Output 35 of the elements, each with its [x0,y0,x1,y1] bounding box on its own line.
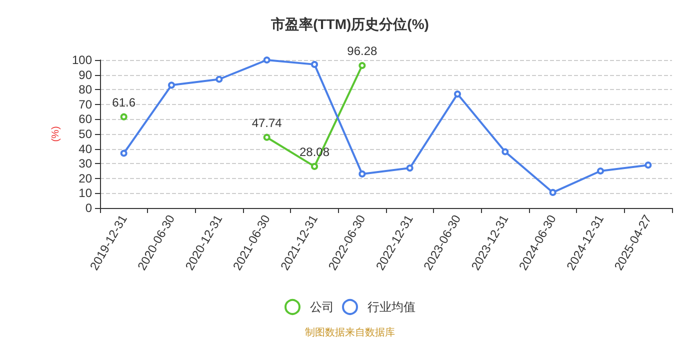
y-tick-label: 10 [78,186,92,200]
y-tick-label: 70 [78,97,92,112]
point [358,170,366,178]
y-tick-label: 0 [85,201,92,215]
point [644,162,652,169]
point [502,148,509,156]
point [216,76,223,83]
y-tick-label: 80 [78,82,92,97]
chart-title: 市盈率(TTM)历史分位(%) [270,16,429,32]
point [454,90,461,98]
y-tick-label: 100 [72,53,92,67]
point [263,134,270,141]
point [120,150,128,157]
legend-label: 行业均值 [368,300,416,314]
text: 制图数据来自数据库 [305,326,395,338]
y-tick-label: 30 [78,156,92,171]
point [406,164,414,172]
y-tick-label: 90 [78,68,92,82]
point [168,82,175,89]
data-label: 61.6 [112,95,136,110]
y-tick-label: 40 [78,142,92,156]
y-axis-title: (%) [50,126,62,142]
y-tick-label: 50 [78,127,92,141]
point [549,188,556,196]
point [597,168,604,174]
point [311,162,318,170]
y-tick-label: 60 [78,112,92,126]
point [263,56,270,64]
legend-label: 公司 [310,300,334,314]
point [120,113,128,120]
data-label: 96.28 [347,44,378,58]
point [311,60,318,68]
data-label: 47.74 [252,116,282,130]
point [358,62,366,70]
y-tick-label: 20 [78,171,92,186]
